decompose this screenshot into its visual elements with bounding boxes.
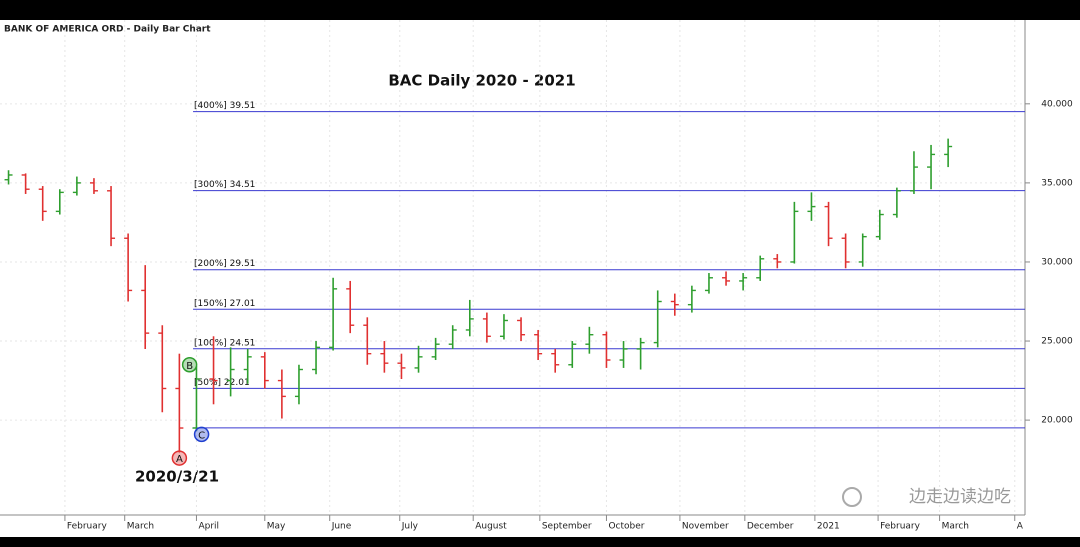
level-label: [150%] 27.01 — [194, 299, 255, 309]
point-marker — [181, 357, 198, 373]
watermark: 边走边读边吃 — [909, 487, 1011, 507]
x-tick-label: May — [267, 522, 286, 532]
x-tick-label: 2021 — [817, 522, 840, 532]
point-marker — [193, 426, 210, 443]
point-label: C — [198, 430, 205, 441]
x-tick-label: October — [608, 522, 644, 532]
x-tick-label: June — [331, 522, 352, 532]
x-tick-label: March — [942, 522, 969, 532]
level-label: [300%] 34.51 — [194, 180, 255, 190]
y-tick-label: 40.000 — [1041, 99, 1073, 109]
x-tick-label: July — [401, 522, 419, 532]
chart-background — [0, 20, 1080, 537]
y-tick-label: 30.000 — [1041, 257, 1073, 267]
x-tick-label: April — [198, 522, 219, 532]
chart-title: BAC Daily 2020 - 2021 — [388, 72, 575, 90]
y-tick-label: 20.000 — [1041, 416, 1073, 426]
point-label: B — [186, 361, 193, 372]
level-label: [400%] 39.51 — [194, 101, 255, 111]
x-tick-label: December — [747, 522, 794, 532]
point-marker — [171, 450, 188, 466]
x-tick-label: August — [475, 522, 507, 532]
x-tick-label: September — [542, 522, 592, 532]
header: BANK OF AMERICA ORD - Daily Bar Chart — [4, 25, 211, 35]
watermark-icon — [842, 487, 862, 507]
point-label: A — [176, 454, 183, 465]
x-tick-label: February — [67, 522, 108, 532]
y-tick-label: 25.000 — [1041, 337, 1073, 347]
annotation: 2020/3/21 — [135, 468, 219, 486]
y-tick-label: 35.000 — [1041, 178, 1073, 188]
level-label: [200%] 29.51 — [194, 259, 255, 269]
x-tick-label: A — [1017, 522, 1024, 532]
level-label: [100%] 24.51 — [194, 338, 255, 348]
x-tick-label: February — [880, 522, 921, 532]
x-tick-label: March — [127, 522, 154, 532]
x-tick-label: November — [682, 522, 729, 532]
level-label: [50%] 22.01 — [194, 378, 250, 388]
